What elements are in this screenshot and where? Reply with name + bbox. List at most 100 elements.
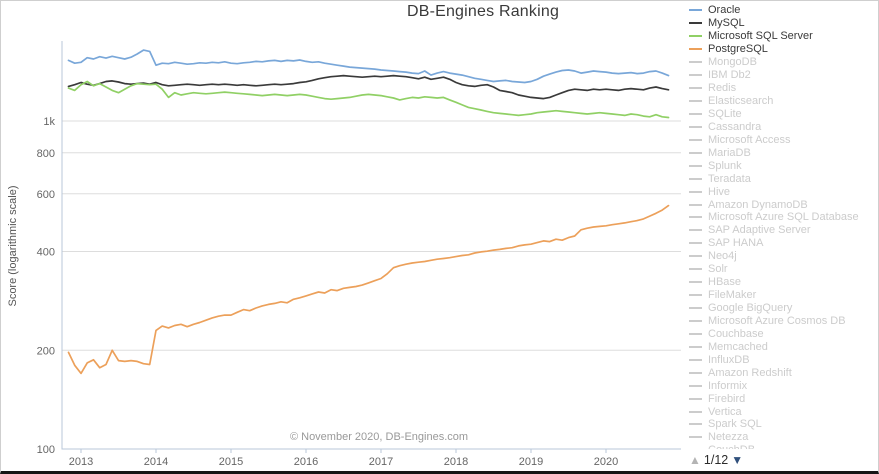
legend-item-label: Spark SQL [708,418,762,431]
legend: Oracle MySQL Microsoft SQL Server PostgreSQ… [689,4,875,456]
series-line-postgresql[interactable] [67,204,670,375]
legend-item-label: Solr [708,263,728,276]
legend-item[interactable]: HBase [689,276,875,289]
legend-swatch-icon [689,229,702,232]
legend-swatch-icon [689,358,702,361]
legend-item[interactable]: Oracle [689,4,875,17]
x-tick-label: 2017 [369,456,393,468]
x-tick-label: 2019 [519,456,543,468]
legend-item[interactable]: IBM Db2 [689,69,875,82]
legend-swatch-icon [689,100,702,103]
legend-item[interactable]: MariaDB [689,146,875,159]
legend-swatch-icon [689,423,702,426]
legend-item-label: Firebird [708,392,746,405]
legend-swatch-icon [689,242,702,245]
legend-item[interactable]: MongoDB [689,56,875,69]
legend-item[interactable]: FileMaker [689,289,875,302]
x-tick-label: 2015 [219,456,243,468]
legend-item-label: Amazon DynamoDB [708,198,808,211]
legend-item[interactable]: SQLite [689,108,875,121]
legend-item[interactable]: Cassandra [689,120,875,133]
legend-swatch-icon [689,203,702,206]
legend-swatch-icon [689,384,702,387]
legend-item-label: Microsoft SQL Server [708,30,813,43]
legend-page-indicator: 1/12 [703,453,729,467]
legend-item[interactable]: Vertica [689,405,875,418]
legend-item-label: SQLite [708,107,742,120]
legend-item[interactable]: Microsoft SQL Server [689,30,875,43]
legend-list: Oracle MySQL Microsoft SQL Server PostgreSQ… [689,4,875,456]
legend-item[interactable]: Splunk [689,159,875,172]
legend-item[interactable]: Spark SQL [689,418,875,431]
legend-swatch-icon [689,112,702,115]
x-tick-label: 2014 [144,456,168,468]
legend-item-label: Informix [708,379,748,392]
y-tick-label: 800 [37,148,55,160]
legend-page-up-icon[interactable]: ▲ [689,453,701,467]
legend-item-label: Neo4j [708,250,737,263]
legend-item-label: Vertica [708,405,742,418]
legend-item-label: SAP HANA [708,237,764,250]
legend-item[interactable]: Firebird [689,392,875,405]
legend-item[interactable]: Amazon DynamoDB [689,198,875,211]
y-tick-label: 100 [37,444,55,456]
legend-item[interactable]: Informix [689,379,875,392]
legend-item-label: SAP Adaptive Server [708,224,811,237]
legend-item-label: Netezza [708,431,749,444]
legend-item[interactable]: SAP HANA [689,237,875,250]
legend-swatch-icon [689,151,702,154]
legend-item[interactable]: Couchbase [689,327,875,340]
legend-item[interactable]: Hive [689,185,875,198]
legend-swatch-icon [689,35,702,38]
legend-item[interactable]: Teradata [689,172,875,185]
axis-line [61,41,681,450]
legend-swatch-icon [689,9,702,12]
legend-swatch-icon [689,22,702,25]
legend-item[interactable]: Microsoft Access [689,133,875,146]
legend-item-label: Teradata [708,172,751,185]
legend-item[interactable]: Memcached [689,340,875,353]
legend-swatch-icon [689,190,702,193]
legend-pagination: ▲ 1/12 ▼ [689,449,829,471]
legend-item-label: MariaDB [708,146,751,159]
legend-item[interactable]: Google BigQuery [689,302,875,315]
legend-swatch-icon [689,125,702,128]
legend-item-label: Memcached [708,340,768,353]
legend-item-label: Splunk [708,159,742,172]
legend-item[interactable]: Netezza [689,431,875,444]
legend-swatch-icon [689,307,702,310]
legend-swatch-icon [689,319,702,322]
legend-item[interactable]: Solr [689,263,875,276]
legend-item-label: Amazon Redshift [708,366,792,379]
legend-item-label: FileMaker [708,289,757,302]
legend-item-label: Couchbase [708,327,764,340]
legend-item[interactable]: Elasticsearch [689,95,875,108]
legend-item[interactable]: PostgreSQL [689,43,875,56]
series-line-microsoft-sql-server[interactable] [67,80,670,119]
legend-item[interactable]: Microsoft Azure SQL Database [689,211,875,224]
series-line-mysql[interactable] [67,74,670,100]
legend-item[interactable]: Microsoft Azure Cosmos DB [689,315,875,328]
legend-page-down-icon[interactable]: ▼ [731,453,744,467]
legend-swatch-icon [689,216,702,219]
legend-item-label: Cassandra [708,120,762,133]
legend-item[interactable]: InfluxDB [689,353,875,366]
legend-item[interactable]: Redis [689,82,875,95]
legend-item[interactable]: SAP Adaptive Server [689,224,875,237]
legend-swatch-icon [689,268,702,271]
legend-item[interactable]: Neo4j [689,250,875,263]
legend-item-label: Hive [708,185,731,198]
legend-swatch-icon [689,294,702,297]
legend-swatch-icon [689,138,702,141]
legend-item[interactable]: Amazon Redshift [689,366,875,379]
legend-swatch-icon [689,74,702,77]
legend-swatch-icon [689,87,702,90]
legend-item-label: Microsoft Azure Cosmos DB [708,314,846,327]
legend-item-label: Microsoft Access [708,133,791,146]
legend-item-label: IBM Db2 [708,69,751,82]
y-tick-label: 600 [37,189,55,201]
legend-item[interactable]: MySQL [689,17,875,30]
legend-swatch-icon [689,177,702,180]
series-line-oracle[interactable] [67,49,670,84]
